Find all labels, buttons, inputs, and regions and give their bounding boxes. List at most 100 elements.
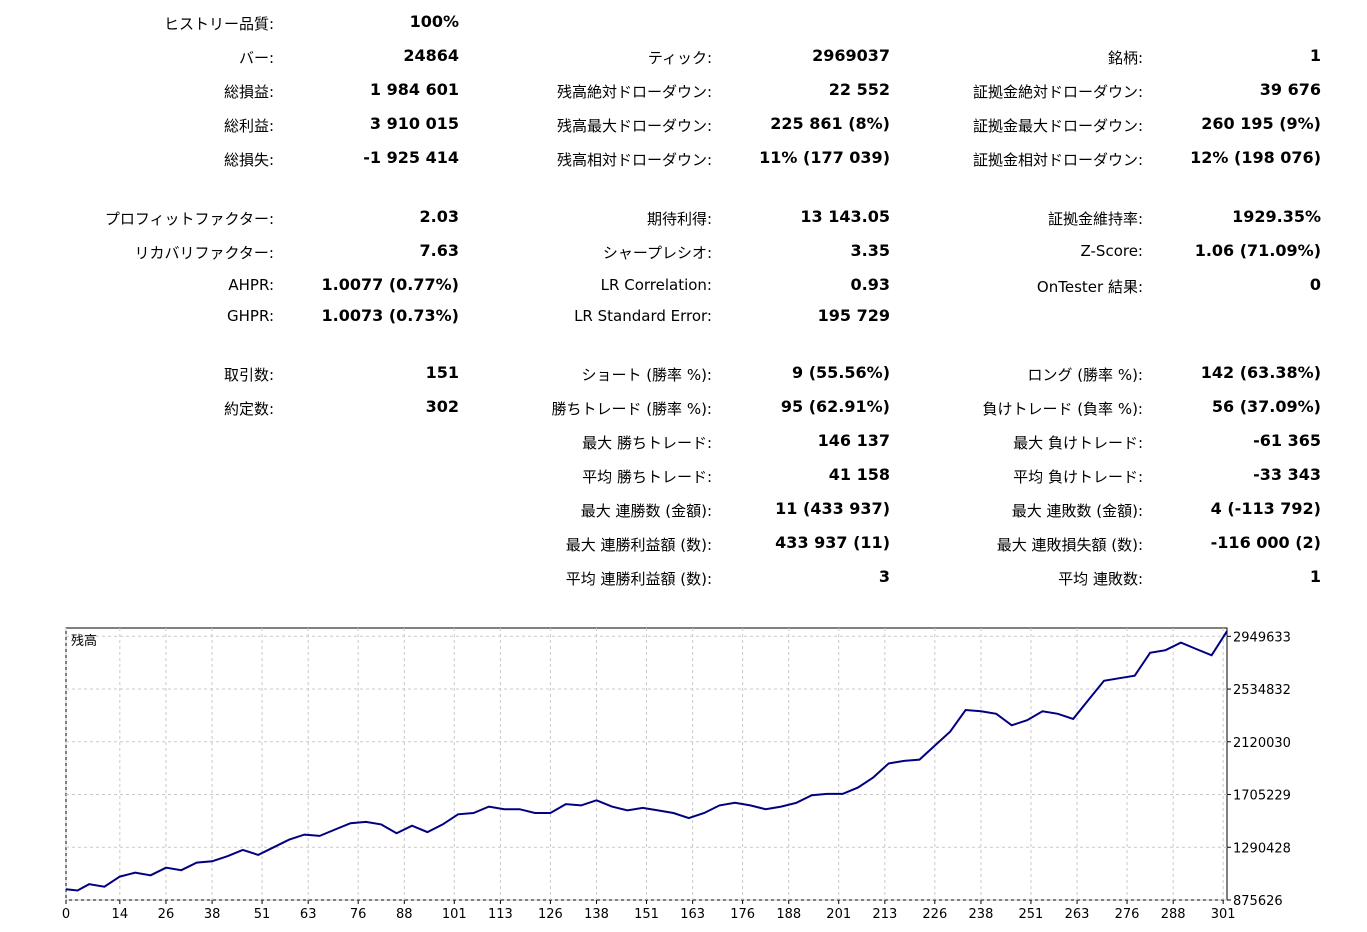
stat-value-expected-payoff: 13 143.05 [800, 207, 890, 226]
stat-value-profit-factor: 2.03 [419, 207, 459, 226]
stat-value-largest-loss-trade: -61 365 [1253, 431, 1321, 450]
balance-chart: 0 14 26 38 51 63 76 88 101 113 126 138 151 163 176 188 2… [0, 620, 1367, 932]
stat-value-total-deals: 302 [425, 397, 459, 416]
stat-label-z-score: Z-Score: [1080, 242, 1144, 260]
y-tick-label: 1290428 [1233, 841, 1291, 856]
stat-value-loss-trades: 56 (37.09%) [1211, 397, 1321, 416]
balance-chart-svg: 0 14 26 38 51 63 76 88 101 113 126 138 151 163 176 188 2… [62, 627, 1291, 922]
stat-value-average-loss-trade: -33 343 [1253, 465, 1321, 484]
y-axis-ticks: 875626 1290428 1705229 2120030 2534832 294963… [1227, 630, 1291, 909]
stat-label-total-deals: 約定数: [223, 400, 274, 418]
stat-label-avg-consecutive-wins: 平均 連勝利益額 (数): [565, 570, 712, 588]
x-tick-label: 51 [254, 907, 271, 922]
stat-label-long-trades: ロング (勝率 %): [1027, 366, 1143, 384]
stat-label-bars: バー: [238, 49, 274, 67]
y-tick-label: 2949633 [1233, 630, 1291, 645]
stat-label-profit-factor: プロフィットファクター: [104, 210, 274, 228]
stat-value-avg-consecutive-losses: 1 [1309, 567, 1321, 586]
stat-value-margin-level: 1929.35% [1232, 207, 1321, 226]
stat-value-long-trades: 142 (63.38%) [1200, 363, 1321, 382]
stat-value-bars: 24864 [403, 46, 459, 65]
stat-value-lr-standard-error: 195 729 [817, 306, 890, 325]
x-tick-label: 263 [1065, 907, 1090, 922]
stat-label-total-trades: 取引数: [223, 366, 274, 384]
x-tick-label: 26 [158, 907, 175, 922]
stat-label-symbols: 銘柄: [1107, 49, 1143, 67]
x-tick-label: 88 [396, 907, 413, 922]
stat-value-ticks: 2969037 [812, 46, 890, 65]
stat-label-lr-standard-error: LR Standard Error: [574, 307, 712, 325]
x-tick-label: 226 [922, 907, 947, 922]
x-tick-label: 251 [1019, 907, 1044, 922]
grid-lines [65, 628, 1227, 901]
stat-value-equity-dd-absolute: 39 676 [1259, 80, 1321, 99]
stat-label-loss-trades: 負けトレード (負率 %): [982, 400, 1143, 418]
stat-label-ticks: ティック: [647, 49, 712, 67]
x-tick-label: 301 [1211, 907, 1236, 922]
plot-area [65, 627, 1228, 901]
x-tick-label: 138 [584, 907, 609, 922]
x-tick-label: 176 [730, 907, 755, 922]
stat-label-max-consecutive-loss: 最大 連敗損失額 (数): [996, 536, 1143, 554]
x-tick-label: 188 [776, 907, 801, 922]
stat-value-z-score: 1.06 (71.09%) [1194, 241, 1321, 260]
stat-value-avg-consecutive-wins: 3 [878, 567, 890, 586]
stat-label-max-consecutive-losses: 最大 連敗数 (金額): [1011, 502, 1143, 520]
stat-label-gross-loss: 総損失: [223, 151, 274, 169]
stat-value-total-trades: 151 [425, 363, 459, 382]
y-tick-label: 875626 [1233, 894, 1283, 909]
x-tick-label: 213 [872, 907, 897, 922]
x-tick-label: 14 [112, 907, 129, 922]
stat-value-max-consecutive-losses: 4 (-113 792) [1210, 499, 1321, 518]
stat-value-balance-dd-relative: 11% (177 039) [759, 148, 890, 167]
y-tick-label: 2534832 [1233, 683, 1291, 698]
x-axis-ticks: 0 14 26 38 51 63 76 88 101 113 126 138 151 163 176 188 2… [62, 900, 1236, 922]
stat-value-history-quality: 100% [409, 12, 459, 31]
x-tick-label: 63 [300, 907, 317, 922]
stat-label-largest-loss-trade: 最大 負けトレード: [1013, 434, 1143, 452]
stat-label-ahpr: AHPR: [228, 276, 274, 294]
stat-label-sharpe-ratio: シャープレシオ: [602, 244, 712, 262]
stat-value-sharpe-ratio: 3.35 [850, 241, 890, 260]
stat-value-gross-loss: -1 925 414 [363, 148, 459, 167]
stat-value-balance-dd-maximal: 225 861 (8%) [770, 114, 890, 133]
x-tick-label: 201 [826, 907, 851, 922]
x-tick-label: 276 [1115, 907, 1140, 922]
stat-value-balance-dd-absolute: 22 552 [828, 80, 890, 99]
stat-label-balance-dd-maximal: 残高最大ドローダウン: [556, 117, 712, 135]
stat-value-symbols: 1 [1309, 46, 1321, 65]
stat-label-largest-profit-trade: 最大 勝ちトレード: [582, 434, 712, 452]
x-tick-label: 163 [680, 907, 705, 922]
stat-value-short-trades: 9 (55.56%) [792, 363, 890, 382]
stat-label-average-loss-trade: 平均 負けトレード: [1013, 468, 1143, 486]
stat-label-balance-dd-relative: 残高相対ドローダウン: [556, 151, 712, 169]
y-tick-label: 1705229 [1233, 789, 1291, 804]
x-tick-label: 288 [1161, 907, 1186, 922]
stat-label-equity-dd-maximal: 証拠金最大ドローダウン: [972, 117, 1143, 135]
stat-label-avg-consecutive-losses: 平均 連敗数: [1058, 570, 1143, 588]
stat-label-short-trades: ショート (勝率 %): [581, 366, 712, 384]
stat-value-lr-correlation: 0.93 [850, 275, 890, 294]
stat-value-total-net-profit: 1 984 601 [369, 80, 459, 99]
stat-value-equity-dd-maximal: 260 195 (9%) [1201, 114, 1321, 133]
x-tick-label: 76 [350, 907, 367, 922]
stat-value-ontester-result: 0 [1309, 275, 1321, 294]
balance-series-line [65, 630, 1228, 892]
chart-title: 残高 [71, 633, 97, 649]
stat-label-expected-payoff: 期待利得: [646, 210, 712, 228]
y-tick-label: 2120030 [1233, 736, 1291, 751]
x-tick-label: 126 [538, 907, 563, 922]
stat-label-average-profit-trade: 平均 勝ちトレード: [582, 468, 712, 486]
stat-value-ghpr: 1.0073 (0.73%) [321, 306, 459, 325]
stat-label-profit-trades: 勝ちトレード (勝率 %): [551, 400, 712, 418]
stat-label-recovery-factor: リカバリファクター: [134, 244, 274, 262]
stat-label-ghpr: GHPR: [227, 307, 274, 325]
stat-value-max-consecutive-wins: 11 (433 937) [775, 499, 890, 518]
stat-label-total-net-profit: 総損益: [223, 83, 274, 101]
stat-value-max-consecutive-profit: 433 937 (11) [775, 533, 890, 552]
x-tick-label: 0 [62, 907, 70, 922]
stat-value-recovery-factor: 7.63 [419, 241, 459, 260]
stat-value-profit-trades: 95 (62.91%) [780, 397, 890, 416]
stat-label-max-consecutive-wins: 最大 連勝数 (金額): [580, 502, 712, 520]
x-tick-label: 151 [634, 907, 659, 922]
